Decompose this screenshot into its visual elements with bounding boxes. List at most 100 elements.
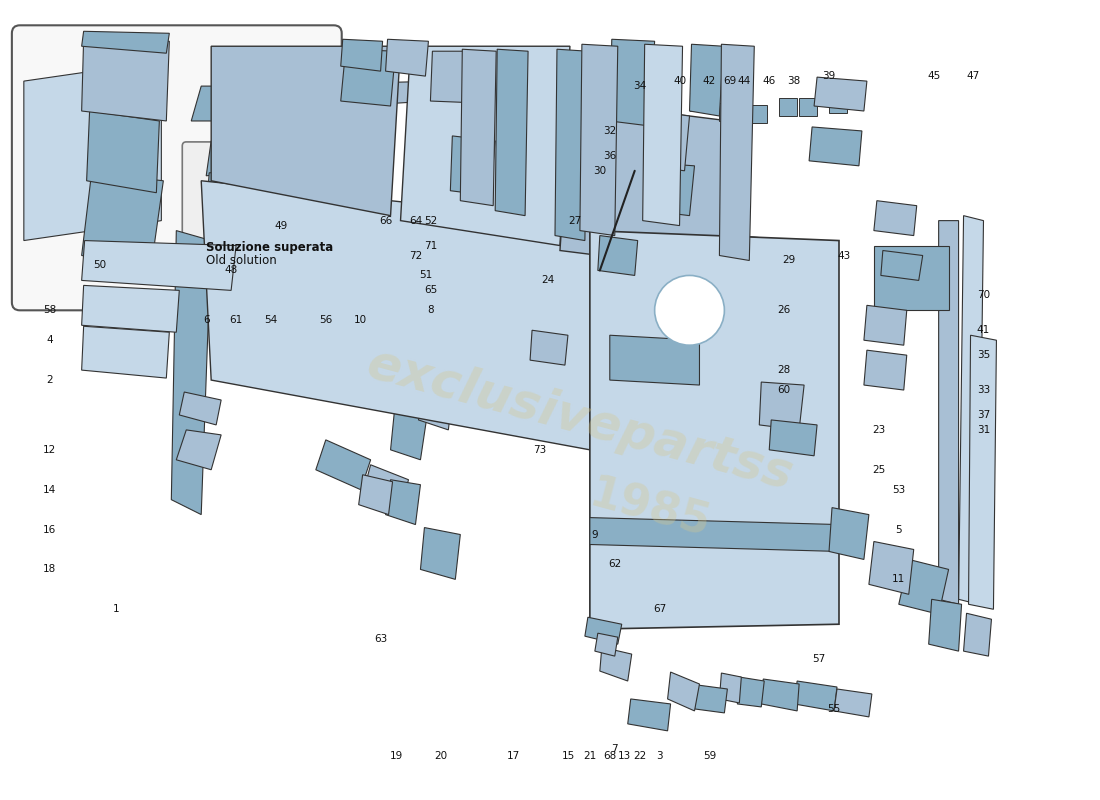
Text: 13: 13 [618,750,631,761]
Polygon shape [869,542,914,594]
Text: 12: 12 [43,445,56,455]
Polygon shape [341,50,396,106]
Polygon shape [719,673,741,703]
Polygon shape [737,677,764,707]
Text: 10: 10 [354,315,367,326]
Polygon shape [172,230,211,514]
Text: 28: 28 [778,365,791,375]
Polygon shape [363,465,408,510]
Text: 9: 9 [592,530,598,539]
Polygon shape [191,86,241,121]
Text: 23: 23 [872,425,886,435]
Polygon shape [81,31,169,54]
Text: 57: 57 [813,654,826,664]
Text: 15: 15 [561,750,574,761]
Text: 54: 54 [264,315,277,326]
Polygon shape [556,50,587,241]
Polygon shape [390,350,436,460]
Text: exclusivepartss: exclusivepartss [362,340,799,500]
Text: 33: 33 [977,385,990,395]
Text: 64: 64 [409,216,422,226]
Polygon shape [450,136,495,196]
Polygon shape [810,127,862,166]
Text: 21: 21 [583,750,596,761]
Text: 45: 45 [927,71,940,81]
Polygon shape [694,685,727,713]
Polygon shape [660,98,678,116]
Text: 6: 6 [202,315,209,326]
Polygon shape [642,44,682,226]
Polygon shape [530,330,568,365]
Text: 22: 22 [634,750,647,761]
Polygon shape [386,480,420,525]
Polygon shape [769,420,817,456]
Text: 67: 67 [653,604,667,614]
Text: Soluzione superata: Soluzione superata [206,241,333,254]
Polygon shape [759,382,804,430]
Polygon shape [690,93,707,111]
Text: 26: 26 [778,306,791,315]
Text: 2: 2 [46,375,53,385]
Text: 43: 43 [837,250,850,261]
Text: 7: 7 [612,744,618,754]
Text: 14: 14 [43,485,56,494]
Text: 11: 11 [892,574,905,584]
Text: 63: 63 [374,634,387,644]
Text: 59: 59 [703,750,716,761]
Polygon shape [81,241,236,290]
Polygon shape [761,679,799,711]
Text: 69: 69 [723,76,736,86]
Polygon shape [24,61,162,241]
Text: 35: 35 [977,350,990,360]
Polygon shape [219,81,286,136]
Text: 72: 72 [409,250,422,261]
Polygon shape [864,306,906,345]
Polygon shape [719,44,755,261]
Polygon shape [87,111,160,193]
Polygon shape [814,77,867,111]
Polygon shape [799,98,817,116]
Text: 71: 71 [424,241,437,250]
Text: 50: 50 [94,261,106,270]
Text: 18: 18 [43,565,56,574]
Text: 30: 30 [593,166,606,176]
Text: 20: 20 [433,750,447,761]
Text: 3: 3 [657,750,663,761]
Polygon shape [628,699,671,731]
Text: 60: 60 [778,385,791,395]
Polygon shape [560,101,729,270]
Polygon shape [964,614,991,656]
Text: 36: 36 [603,151,616,161]
Polygon shape [359,474,393,514]
Polygon shape [495,50,528,216]
Polygon shape [420,527,460,579]
Text: 40: 40 [673,76,686,86]
Text: 41: 41 [977,326,990,335]
Polygon shape [640,88,658,106]
Polygon shape [650,111,690,170]
Polygon shape [585,618,622,644]
Polygon shape [206,136,270,176]
Text: 46: 46 [762,76,776,86]
Polygon shape [266,111,316,136]
Polygon shape [873,201,916,235]
Text: 29: 29 [782,255,795,266]
Polygon shape [211,46,400,216]
Polygon shape [899,559,948,614]
Text: 32: 32 [603,126,616,136]
Circle shape [654,275,725,345]
Polygon shape [597,235,638,275]
Text: 55: 55 [827,704,840,714]
Polygon shape [590,230,839,630]
Text: 65: 65 [424,286,437,295]
Text: 37: 37 [977,410,990,420]
Polygon shape [829,508,869,559]
Text: 73: 73 [534,445,547,455]
Polygon shape [351,81,440,106]
Polygon shape [938,221,958,604]
Text: 42: 42 [703,76,716,86]
Text: 27: 27 [569,216,582,226]
Text: 17: 17 [506,750,520,761]
Polygon shape [400,46,570,246]
Polygon shape [341,39,383,71]
